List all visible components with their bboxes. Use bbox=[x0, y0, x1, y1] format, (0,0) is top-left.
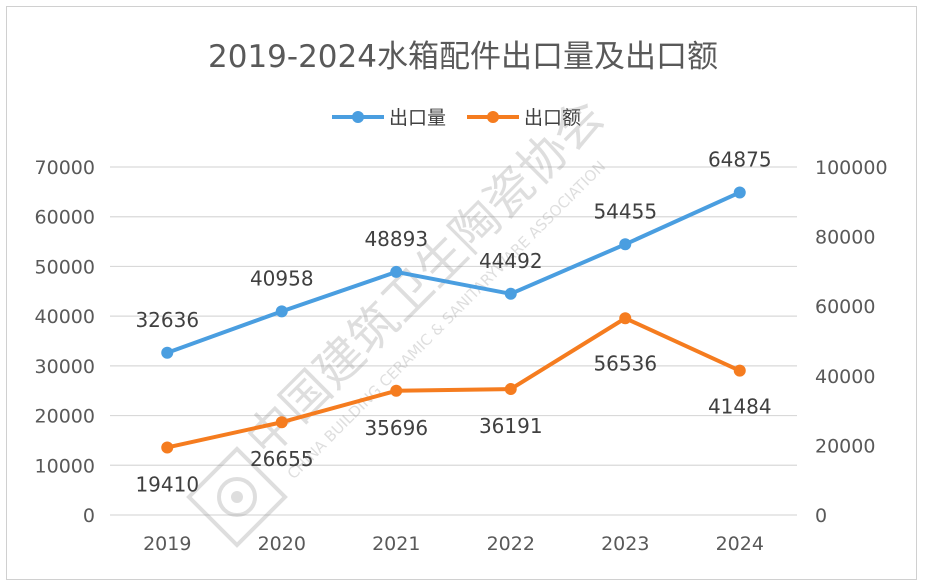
data-label: 26655 bbox=[250, 447, 314, 471]
y-right-tick-label: 100000 bbox=[815, 157, 888, 179]
axes: 0 10000 20000 30000 40000 50000 60000 70000 0 200… bbox=[35, 157, 888, 555]
y-left-tick-label: 60000 bbox=[35, 207, 95, 229]
y-right-tick-label: 20000 bbox=[815, 435, 875, 457]
legend-label-2: 出口额 bbox=[524, 107, 581, 129]
y-left-tick-label: 50000 bbox=[35, 256, 95, 278]
legend-marker-1 bbox=[352, 111, 364, 123]
data-label: 56536 bbox=[593, 351, 657, 375]
data-label: 36191 bbox=[479, 414, 543, 438]
chart-title: 2019-2024水箱配件出口量及出口额 bbox=[208, 39, 718, 75]
data-point bbox=[733, 186, 746, 199]
y-left-tick-label: 70000 bbox=[35, 157, 95, 179]
data-label: 35696 bbox=[364, 416, 428, 440]
x-tick-label: 2023 bbox=[601, 533, 649, 555]
chart-frame: 2019-2024水箱配件出口量及出口额 出口量 出口额 0 10000 20000 3… bbox=[6, 6, 917, 580]
y-left-tick-label: 20000 bbox=[35, 406, 95, 428]
y-right-tick-label: 0 bbox=[815, 505, 827, 527]
data-labels: 32636 40958 48893 44492 54455 64875 19410 26655… bbox=[135, 147, 771, 496]
data-point bbox=[275, 416, 288, 429]
x-tick-label: 2019 bbox=[143, 533, 191, 555]
line-chart: 2019-2024水箱配件出口量及出口额 出口量 出口额 0 10000 20000 3… bbox=[35, 39, 888, 555]
data-label: 64875 bbox=[708, 147, 772, 171]
y-left-tick-label: 30000 bbox=[35, 356, 95, 378]
data-point bbox=[504, 287, 517, 300]
watermark-en-text: CHINA BUILDING CERAMIC & SANITARYWARE AS… bbox=[284, 157, 610, 483]
data-point bbox=[161, 346, 174, 359]
legend: 出口量 出口额 bbox=[332, 107, 581, 129]
data-point bbox=[161, 441, 174, 454]
data-label: 40958 bbox=[250, 266, 314, 290]
data-point bbox=[390, 265, 403, 278]
y-left-tick-label: 10000 bbox=[35, 455, 95, 477]
data-point bbox=[504, 383, 517, 396]
data-label: 32636 bbox=[135, 308, 199, 332]
data-point bbox=[619, 238, 632, 251]
data-label: 19410 bbox=[135, 472, 199, 496]
x-tick-label: 2022 bbox=[487, 533, 535, 555]
y-left-tick-label: 40000 bbox=[35, 306, 95, 328]
gridlines bbox=[110, 166, 797, 516]
data-label: 44492 bbox=[479, 249, 543, 273]
y-right-tick-label: 80000 bbox=[815, 227, 875, 249]
x-tick-label: 2021 bbox=[372, 533, 420, 555]
data-label: 41484 bbox=[708, 395, 772, 419]
watermark-logo-icon bbox=[186, 446, 288, 548]
data-point bbox=[390, 384, 403, 397]
data-point bbox=[275, 305, 288, 318]
series-line-出口量 bbox=[165, 190, 742, 355]
data-label: 54455 bbox=[593, 199, 657, 223]
legend-label-1: 出口量 bbox=[389, 107, 446, 129]
data-point bbox=[619, 312, 632, 325]
data-point bbox=[733, 364, 746, 377]
y-right-tick-label: 40000 bbox=[815, 366, 875, 388]
series-line-出口额 bbox=[165, 316, 742, 450]
data-label: 48893 bbox=[364, 227, 428, 251]
y-left-tick-label: 0 bbox=[83, 505, 95, 527]
x-tick-label: 2020 bbox=[258, 533, 306, 555]
series-layer bbox=[161, 186, 746, 454]
legend-marker-2 bbox=[487, 111, 499, 123]
y-right-tick-label: 60000 bbox=[815, 296, 875, 318]
x-tick-label: 2024 bbox=[716, 533, 764, 555]
